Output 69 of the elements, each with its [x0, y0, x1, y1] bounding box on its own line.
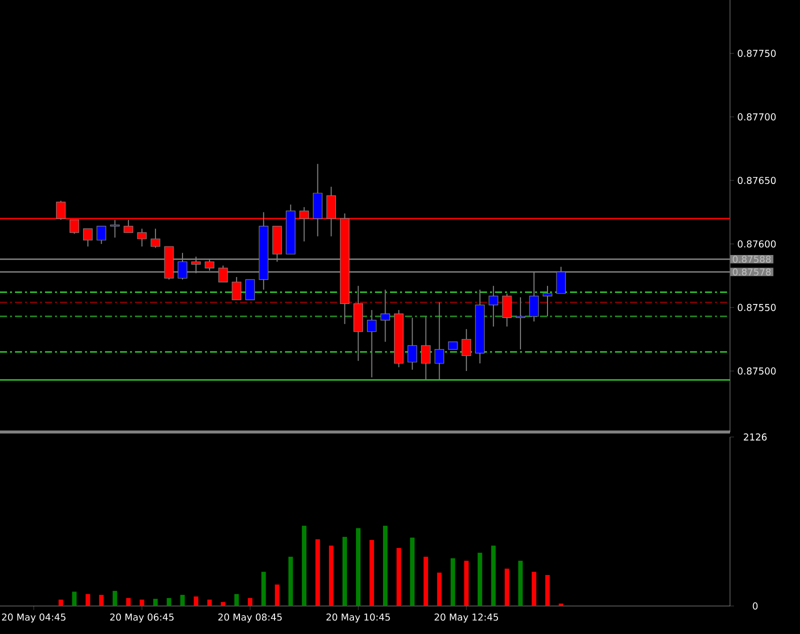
y-tick-label: 0.87750	[738, 50, 776, 57]
bar	[248, 598, 252, 606]
bar	[72, 592, 77, 606]
candlestick	[408, 317, 418, 370]
bar	[86, 594, 90, 606]
candlestick	[380, 289, 390, 342]
bar	[478, 552, 482, 606]
bar	[464, 560, 469, 606]
bar	[207, 600, 212, 606]
y-tick-label: 2126	[744, 433, 767, 441]
bar	[410, 538, 415, 606]
bar	[288, 556, 293, 606]
x-tick-label: 20 May 10:45	[326, 614, 390, 623]
y-tick-label: 0.87700	[738, 113, 776, 120]
x-tick-label: 20 May 04:45	[2, 614, 66, 623]
y-tick-label: 0.87550	[738, 304, 776, 312]
x-tick-label: 20 May 06:45	[110, 614, 174, 623]
x-tick-label: 20 May 08:45	[218, 614, 282, 623]
candlestick	[150, 228, 160, 248]
bar	[153, 598, 158, 606]
bar	[261, 572, 266, 606]
bar	[328, 546, 334, 606]
candlestick	[462, 328, 472, 372]
y-tick-label: 0.87600	[738, 240, 776, 248]
candlestick	[96, 226, 106, 244]
bar	[99, 594, 104, 606]
bar	[112, 590, 118, 606]
bar	[504, 568, 510, 606]
candlestick	[232, 276, 242, 300]
bar	[274, 584, 280, 606]
candlestick	[542, 285, 552, 317]
candlestick	[421, 316, 431, 380]
bar	[140, 600, 144, 606]
candlestick	[137, 228, 147, 247]
bar	[424, 556, 428, 606]
bar	[518, 560, 523, 606]
candlestick	[83, 228, 93, 247]
bar	[545, 574, 550, 606]
candlestick	[434, 302, 444, 380]
bar	[450, 558, 456, 606]
ref-line-label: 0.87588	[732, 256, 771, 263]
candlestick	[488, 285, 498, 328]
candlestick	[502, 293, 512, 328]
bar	[315, 539, 320, 606]
bar	[126, 598, 131, 606]
candlestick	[245, 279, 255, 300]
y-tick-label: 0	[752, 602, 758, 610]
y-tick-label: 0.87500	[738, 367, 776, 375]
bar	[383, 526, 388, 606]
bar	[194, 596, 198, 606]
bar	[302, 526, 306, 606]
bar	[437, 572, 442, 606]
bar	[370, 540, 374, 606]
candlestick	[110, 219, 120, 238]
y-tick-label: 0.87650	[738, 176, 776, 184]
bar	[180, 594, 185, 606]
bar	[58, 600, 64, 606]
bar	[220, 602, 226, 606]
bar	[396, 548, 402, 606]
bar	[342, 536, 347, 606]
candlestick	[367, 310, 377, 378]
bar	[356, 528, 360, 606]
bar	[234, 594, 239, 606]
ref-line-label: 0.87578	[732, 268, 771, 276]
candlestick	[516, 296, 526, 350]
bar	[491, 546, 496, 606]
bar	[166, 598, 172, 606]
x-tick-label: 20 May 12:45	[434, 614, 498, 623]
bar	[532, 572, 536, 606]
